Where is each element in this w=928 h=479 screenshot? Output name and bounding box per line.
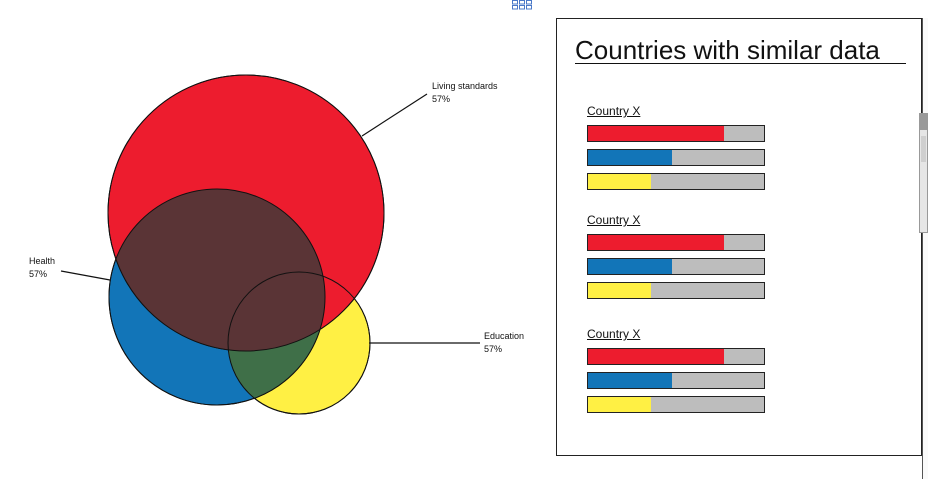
country-group: Country X	[587, 326, 767, 413]
bar-fill	[588, 349, 724, 364]
health-bar	[587, 372, 765, 389]
scrollbar-track	[921, 136, 926, 162]
panel-title: Countries with similar data	[575, 35, 880, 65]
window-edge	[922, 18, 928, 479]
bar-fill	[588, 126, 724, 141]
bar-fill	[588, 397, 652, 412]
bar-fill	[588, 235, 724, 250]
living-standards-label: Living standards	[432, 81, 498, 91]
grid-icon	[512, 0, 532, 10]
education-bar	[587, 282, 765, 299]
education-value: 57%	[484, 344, 502, 354]
living-standards-leader	[361, 93, 428, 137]
bar-fill	[588, 174, 652, 189]
living-standards-value: 57%	[432, 94, 450, 104]
living-health-overlap	[109, 189, 325, 351]
country-title[interactable]: Country X	[587, 104, 641, 118]
living-standards-bar	[587, 125, 765, 142]
living-standards-bar	[587, 348, 765, 365]
bar-fill	[588, 373, 673, 388]
health-label: Health	[29, 256, 55, 266]
venn-diagram: Living standards 57% Health 57% Educatio…	[29, 74, 524, 415]
country-title[interactable]: Country X	[587, 327, 641, 341]
bar-fill	[588, 283, 652, 298]
scrollbar-grip[interactable]	[920, 114, 927, 130]
similar-countries-panel: Countries with similar data Country X Co…	[556, 18, 922, 456]
education-bar	[587, 173, 765, 190]
health-bar	[587, 149, 765, 166]
scrollbar-thumb[interactable]	[919, 113, 928, 233]
bar-fill	[588, 150, 673, 165]
country-group: Country X	[587, 103, 767, 190]
health-value: 57%	[29, 269, 47, 279]
health-bar	[587, 258, 765, 275]
country-title[interactable]: Country X	[587, 213, 641, 227]
education-bar	[587, 396, 765, 413]
country-group: Country X	[587, 212, 767, 299]
education-label: Education	[484, 331, 524, 341]
title-underline	[575, 63, 906, 64]
health-leader	[60, 270, 111, 281]
living-standards-bar	[587, 234, 765, 251]
bar-fill	[588, 259, 673, 274]
